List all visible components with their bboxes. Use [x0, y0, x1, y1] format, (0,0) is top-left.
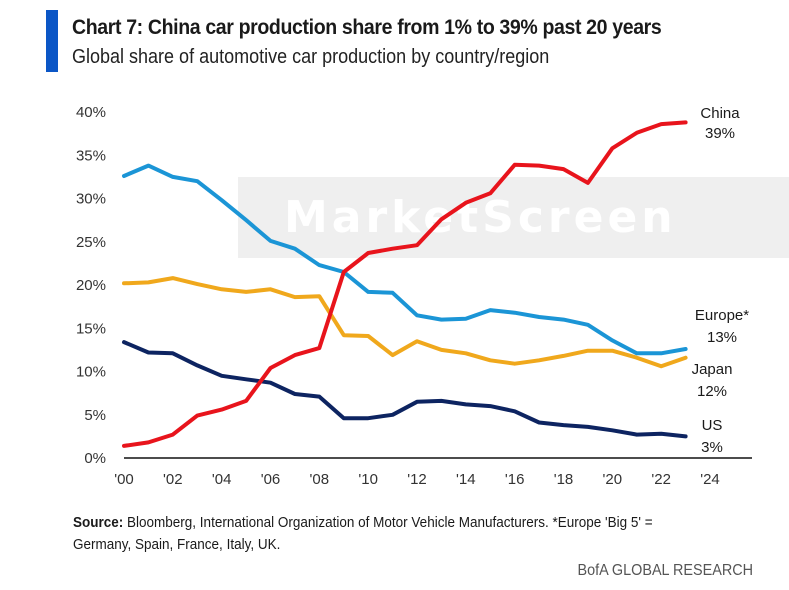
- series-line-japan: [122, 276, 688, 369]
- x-tick-label: '12: [407, 471, 427, 488]
- x-tick-label: '24: [700, 471, 720, 488]
- source-text: Bloomberg, International Organization of…: [73, 514, 653, 553]
- series-line-china: [122, 120, 688, 448]
- y-tick-label: 30%: [76, 191, 106, 208]
- chart-title: Chart 7: China car production share from…: [72, 16, 662, 39]
- y-tick-label: 20%: [76, 277, 106, 294]
- series-name-label-japan: Japan: [692, 361, 733, 378]
- brand-label: BofA GLOBAL RESEARCH: [577, 562, 753, 579]
- y-tick-label: 10%: [76, 364, 106, 381]
- y-tick-label: 35%: [76, 147, 106, 164]
- y-tick-label: 0%: [84, 450, 106, 467]
- x-axis: '00 '02 '04 '06 '08 '10 '12 '14 '16 '18 '20 '22 '24: [114, 457, 752, 488]
- title-accent-bar: [46, 10, 58, 72]
- watermark-text: MarketScreen: [284, 192, 677, 243]
- series-value-label-japan: 12%: [697, 383, 727, 400]
- end-labels: China 39% Europe* 13% Japan 12% US 3%: [692, 105, 750, 456]
- series-value-label-europe: 13%: [707, 329, 737, 346]
- x-tick-label: '00: [114, 471, 134, 488]
- series-name-label-china: China: [700, 105, 740, 122]
- x-tick-label: '08: [310, 471, 330, 488]
- series-name-label-us: US: [702, 417, 723, 434]
- x-tick-label: '16: [505, 471, 525, 488]
- series-line-us: [122, 340, 688, 439]
- series-line-europe: [122, 163, 688, 356]
- x-tick-label: '20: [603, 471, 623, 488]
- source-note: Source: Bloomberg, International Organiz…: [73, 512, 703, 556]
- x-tick-label: '04: [212, 471, 232, 488]
- watermark-band: [238, 177, 789, 258]
- chart-subtitle: Global share of automotive car productio…: [72, 46, 550, 68]
- x-tick-label: '18: [554, 471, 574, 488]
- series-name-label-europe: Europe*: [695, 307, 749, 324]
- source-label: Source:: [73, 514, 124, 531]
- y-tick-label: 15%: [76, 320, 106, 337]
- x-tick-label: '02: [163, 471, 183, 488]
- x-tick-label: '06: [261, 471, 281, 488]
- x-tick-label: '14: [456, 471, 476, 488]
- series-value-label-china: 39%: [705, 125, 735, 142]
- x-tick-label: '10: [358, 471, 378, 488]
- y-tick-label: 40%: [76, 104, 106, 121]
- y-axis: 0% 5% 10% 15% 20% 25% 30% 35% 40%: [76, 104, 106, 467]
- x-tick-label: '22: [651, 471, 671, 488]
- series-value-label-us: 3%: [701, 439, 723, 456]
- y-tick-label: 5%: [84, 407, 106, 424]
- y-tick-label: 25%: [76, 234, 106, 251]
- series-layer: [122, 120, 688, 448]
